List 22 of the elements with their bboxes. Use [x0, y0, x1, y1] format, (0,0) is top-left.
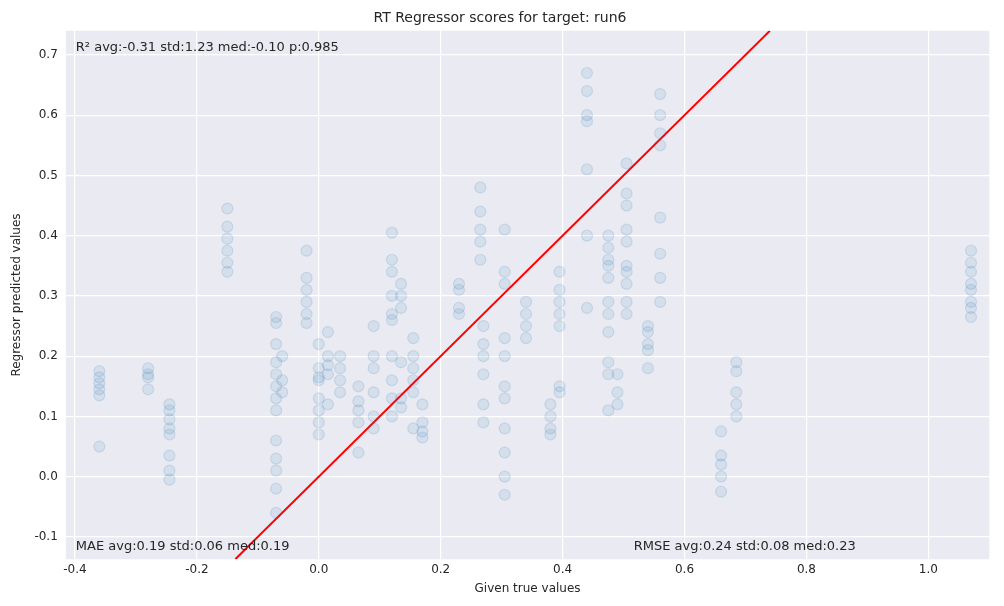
- y-axis-title: Regressor predicted values: [9, 213, 24, 377]
- y-tick-label: 0.4: [38, 227, 58, 242]
- annotation: R² avg:-0.31 std:1.23 med:-0.10 p:0.985: [75, 38, 339, 54]
- y-tick-label: 0.7: [38, 47, 58, 62]
- x-tick-label: 0.8: [796, 561, 816, 576]
- y-tick-label: 0.3: [38, 288, 58, 303]
- y-tick-label: 0.2: [38, 348, 58, 363]
- annotation: RMSE avg:0.24 std:0.08 med:0.23: [633, 538, 856, 554]
- x-tick-label: 0.4: [553, 561, 573, 576]
- y-tick-label: -0.1: [34, 529, 58, 544]
- x-tick-label: -0.2: [185, 561, 209, 576]
- x-tick-label: 0.2: [431, 561, 451, 576]
- y-tick-label: 0.5: [38, 167, 58, 182]
- x-tick-label: 0.0: [309, 561, 329, 576]
- chart-title: RT Regressor scores for target: run6: [373, 9, 627, 26]
- y-tick-label: 0.0: [38, 468, 58, 483]
- x-tick-label: -0.4: [63, 561, 87, 576]
- y-tick-label: 0.1: [38, 408, 58, 423]
- x-tick-label: 1.0: [918, 561, 938, 576]
- x-axis-title: Given true values: [474, 580, 581, 595]
- y-tick-label: 0.6: [38, 107, 58, 122]
- x-tick-label: 0.6: [674, 561, 695, 576]
